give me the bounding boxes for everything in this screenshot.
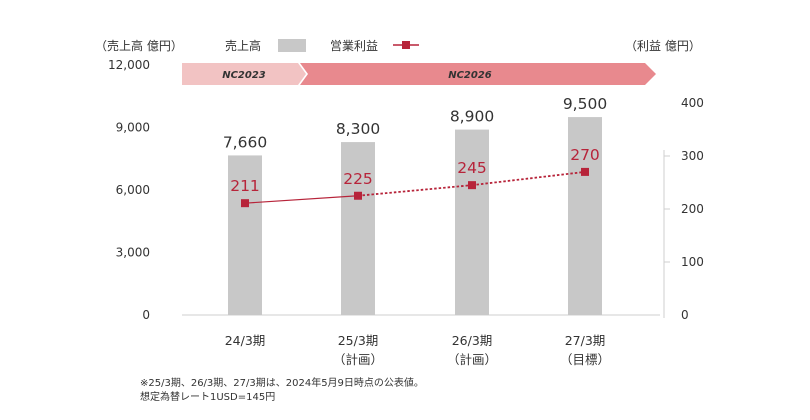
bar (228, 155, 262, 315)
line-value-label: 225 (343, 170, 373, 188)
footnote-2: 想定為替レート1USD=145円 (140, 390, 275, 403)
line-point (241, 199, 249, 208)
line-segment (357, 184, 473, 197)
line-point (468, 181, 476, 190)
legend-bar-swatch (278, 39, 306, 52)
line-segment (244, 195, 359, 204)
right-axis-unit: （利益 億円） (625, 39, 701, 53)
phase-banners: NC2023 NC2026 (182, 63, 656, 85)
right-axis-ticks: 0 100 200 300 400 (664, 96, 704, 322)
line-value-label: 211 (230, 177, 260, 195)
bar (341, 142, 375, 315)
banner-nc2026-label: NC2026 (448, 70, 492, 81)
legend-line-label: 営業利益 (330, 39, 378, 53)
legend-bar-label: 売上高 (225, 38, 261, 53)
left-tick-label: 12,000 (108, 58, 150, 72)
legend-line-marker (402, 41, 410, 49)
left-tick-label: 9,000 (116, 121, 150, 135)
line-value-label: 270 (570, 146, 600, 164)
category-label: （計画） (333, 352, 383, 367)
bars: 7,660 8,300 8,900 9,500 (223, 95, 607, 315)
category-label: （計画） (447, 352, 497, 367)
bar-value-label: 8,300 (336, 120, 380, 138)
line-point (354, 191, 362, 200)
right-tick-label: 100 (681, 255, 704, 269)
line-value-label: 245 (457, 159, 487, 177)
bar (455, 129, 489, 315)
banner-nc2023-shape (182, 63, 306, 85)
category-label: 27/3期 (565, 333, 606, 348)
category-label: 24/3期 (225, 333, 266, 348)
bar (568, 117, 602, 315)
bar-value-label: 8,900 (450, 108, 494, 126)
category-label: 26/3期 (452, 333, 493, 348)
category-labels: 24/3期 25/3期 （計画） 26/3期 （計画） 27/3期 （目標） (225, 333, 610, 367)
right-tick-label: 200 (681, 202, 704, 216)
banner-nc2026-shape (300, 63, 656, 85)
left-tick-label: 3,000 (116, 246, 150, 260)
left-axis-unit: （売上高 億円） (95, 38, 183, 53)
right-tick-label: 0 (681, 308, 689, 322)
left-axis-ticks: 0 3,000 6,000 9,000 12,000 (108, 58, 150, 322)
bar-value-label: 9,500 (563, 95, 607, 113)
profit-line: 211 225 245 270 (230, 146, 600, 208)
footnote-1: ※25/3期、26/3期、27/3期は、2024年5月9日時点の公表値。 (140, 376, 424, 389)
banner-nc2023-label: NC2023 (222, 70, 266, 81)
category-label: 25/3期 (338, 333, 379, 348)
line-point (581, 167, 589, 176)
right-tick-label: 400 (681, 96, 704, 110)
left-tick-label: 0 (142, 308, 150, 322)
category-label: （目標） (560, 352, 610, 367)
legend: （売上高 億円） 売上高 営業利益 （利益 億円） (95, 38, 701, 53)
footnotes: ※25/3期、26/3期、27/3期は、2024年5月9日時点の公表値。 想定為… (140, 376, 424, 403)
line-segment (471, 171, 586, 187)
right-tick-label: 300 (681, 149, 704, 163)
left-tick-label: 6,000 (116, 183, 150, 197)
bar-value-label: 7,660 (223, 133, 267, 151)
